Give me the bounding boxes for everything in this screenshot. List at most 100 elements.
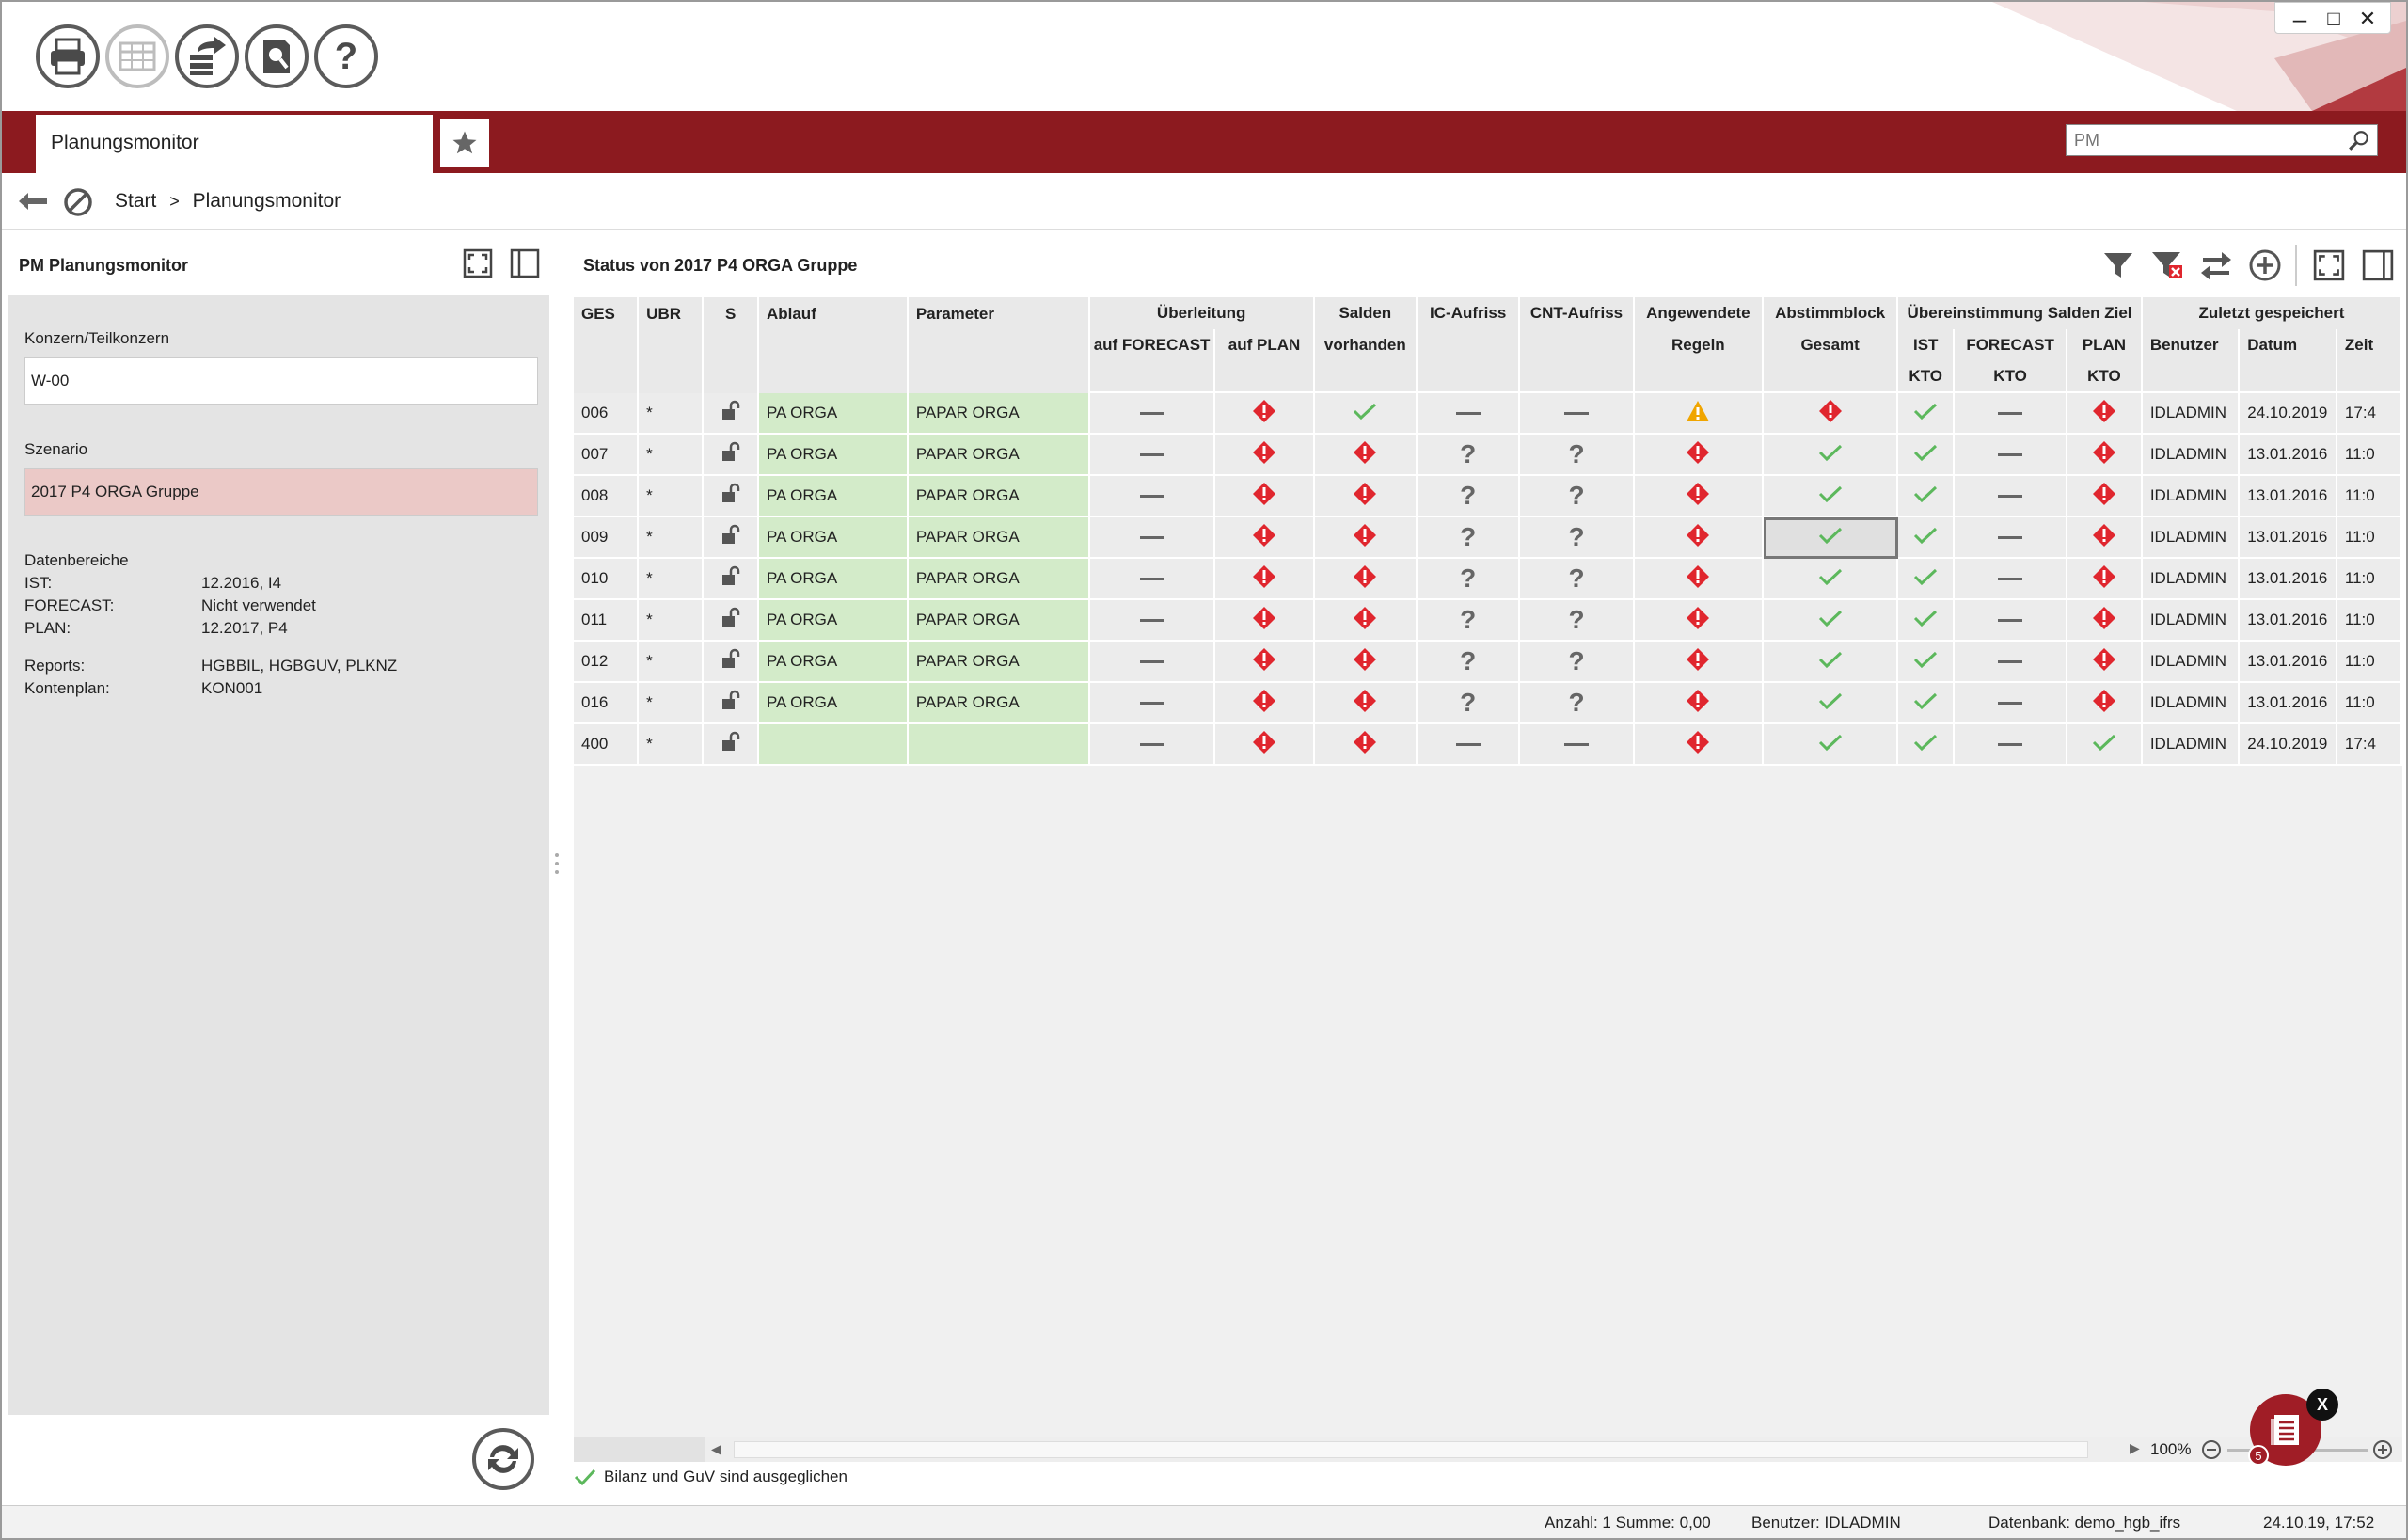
cell-ist-kto[interactable] [1898, 724, 1956, 766]
cell-ablauf[interactable]: PA ORGA [758, 393, 909, 435]
cell-parameter[interactable]: PAPAR ORGA [908, 393, 1090, 435]
col-auf-forecast[interactable]: auf FORECAST [1089, 329, 1216, 361]
cell-forecast-kto[interactable] [1955, 559, 2068, 600]
cell-ic-aufriss[interactable]: ? [1418, 600, 1521, 642]
cell-ueberleitung-plan[interactable] [1215, 600, 1315, 642]
cell-ueberleitung-forecast[interactable] [1089, 642, 1216, 683]
refresh-button[interactable] [472, 1428, 534, 1490]
cell-zeit[interactable]: 17:4 [2337, 724, 2402, 766]
cell-parameter[interactable]: PAPAR ORGA [908, 476, 1090, 517]
cell-zeit[interactable]: 11:0 [2337, 517, 2402, 559]
cell-forecast-kto[interactable] [1955, 393, 2068, 435]
cell-ic-aufriss[interactable]: ? [1418, 559, 1521, 600]
col-ist[interactable]: IST [1898, 329, 1956, 361]
cell-regeln[interactable] [1634, 559, 1764, 600]
zoom-in-icon[interactable] [2372, 1439, 2393, 1460]
cell-ic-aufriss[interactable]: ? [1418, 476, 1521, 517]
cell-plan-kto[interactable] [2067, 476, 2143, 517]
cell-ic-aufriss[interactable]: ? [1418, 642, 1521, 683]
cell-s[interactable] [704, 517, 759, 559]
table-layout-button[interactable] [105, 24, 169, 88]
cell-plan-kto[interactable] [2067, 435, 2143, 476]
cell-datum[interactable]: 13.01.2016 [2240, 600, 2337, 642]
cell-cnt-aufriss[interactable]: ? [1520, 559, 1635, 600]
cell-forecast-kto[interactable] [1955, 476, 2068, 517]
cell-parameter[interactable]: PAPAR ORGA [908, 435, 1090, 476]
cell-datum[interactable]: 13.01.2016 [2240, 517, 2337, 559]
cell-benutzer[interactable]: IDLADMIN [2142, 683, 2241, 724]
col-zuletzt[interactable]: Zuletzt gespeichert [2142, 297, 2402, 329]
cell-benutzer[interactable]: IDLADMIN [2142, 435, 2241, 476]
cell-salden[interactable] [1314, 559, 1418, 600]
cell-benutzer[interactable]: IDLADMIN [2142, 600, 2241, 642]
cell-plan-kto[interactable] [2067, 600, 2143, 642]
cell-plan-kto[interactable] [2067, 724, 2143, 766]
cell-ges[interactable]: 008 [574, 476, 640, 517]
expand-grid-button[interactable] [2310, 246, 2348, 284]
panel-splitter[interactable] [555, 849, 561, 886]
cell-salden[interactable] [1314, 642, 1418, 683]
cell-gesamt[interactable] [1763, 642, 1899, 683]
cell-parameter[interactable] [908, 724, 1090, 766]
cell-parameter[interactable]: PAPAR ORGA [908, 600, 1090, 642]
cell-ablauf[interactable]: PA ORGA [758, 683, 909, 724]
cell-gesamt[interactable] [1763, 683, 1899, 724]
cell-benutzer[interactable]: IDLADMIN [2142, 476, 2241, 517]
scroll-right-icon[interactable]: ▶ [2130, 1440, 2140, 1455]
szenario-field[interactable]: 2017 P4 ORGA Gruppe [24, 468, 538, 516]
cell-ubr[interactable]: * [639, 435, 705, 476]
cell-datum[interactable]: 24.10.2019 [2240, 724, 2337, 766]
expand-icon[interactable] [463, 248, 493, 278]
cell-zeit[interactable]: 11:0 [2337, 476, 2402, 517]
cell-ueberleitung-plan[interactable] [1215, 476, 1315, 517]
cell-forecast-kto[interactable] [1955, 600, 2068, 642]
cell-salden[interactable] [1314, 724, 1418, 766]
export-button[interactable] [175, 24, 239, 88]
cell-ablauf[interactable]: PA ORGA [758, 642, 909, 683]
zoom-out-icon[interactable] [2201, 1439, 2222, 1460]
cell-cnt-aufriss[interactable] [1520, 393, 1635, 435]
cell-benutzer[interactable]: IDLADMIN [2142, 517, 2241, 559]
cell-ubr[interactable]: * [639, 559, 705, 600]
cell-gesamt[interactable] [1763, 600, 1899, 642]
cell-s[interactable] [704, 724, 759, 766]
cell-ic-aufriss[interactable] [1418, 724, 1521, 766]
cell-ueberleitung-forecast[interactable] [1089, 724, 1216, 766]
print-button[interactable] [36, 24, 100, 88]
cell-ueberleitung-forecast[interactable] [1089, 559, 1216, 600]
cell-cnt-aufriss[interactable]: ? [1520, 683, 1635, 724]
cell-regeln[interactable] [1634, 393, 1764, 435]
cell-ubr[interactable]: * [639, 724, 705, 766]
cell-zeit[interactable]: 11:0 [2337, 435, 2402, 476]
scrollbar-track[interactable] [734, 1441, 2088, 1458]
col-ueberleitung[interactable]: Überleitung [1089, 297, 1315, 329]
cell-forecast-kto[interactable] [1955, 517, 2068, 559]
table-row[interactable]: 011 * PA ORGA PAPAR ORGA?? IDLADMIN 13.01.201… [574, 600, 2402, 642]
table-row[interactable]: 012 * PA ORGA PAPAR ORGA?? IDLADMIN 13.01.201… [574, 642, 2402, 683]
grid-panel-toggle-button[interactable] [2359, 246, 2397, 284]
sync-button[interactable] [2197, 246, 2235, 284]
cell-ist-kto[interactable] [1898, 393, 1956, 435]
cell-salden[interactable] [1314, 476, 1418, 517]
cell-ablauf[interactable]: PA ORGA [758, 559, 909, 600]
col-ubr[interactable]: UBR [639, 297, 705, 393]
cell-forecast-kto[interactable] [1955, 683, 2068, 724]
cell-ablauf[interactable]: PA ORGA [758, 600, 909, 642]
col-uebereinstimmung[interactable]: Übereinstimmung Salden Ziel [1898, 297, 2143, 329]
cell-salden[interactable] [1314, 683, 1418, 724]
col-vorhanden[interactable]: vorhanden [1314, 329, 1418, 361]
cell-ist-kto[interactable] [1898, 559, 1956, 600]
table-row[interactable]: 006 * PA ORGA PAPAR ORGA IDLADMIN 24.10.2019 1… [574, 393, 2402, 435]
help-button[interactable]: ? [314, 24, 378, 88]
col-s[interactable]: S [704, 297, 759, 393]
cell-s[interactable] [704, 642, 759, 683]
cell-ges[interactable]: 012 [574, 642, 640, 683]
cell-plan-kto[interactable] [2067, 559, 2143, 600]
close-window-button[interactable]: ✕ [2358, 7, 2377, 30]
cell-benutzer[interactable]: IDLADMIN [2142, 559, 2241, 600]
cell-parameter[interactable]: PAPAR ORGA [908, 517, 1090, 559]
cell-ges[interactable]: 006 [574, 393, 640, 435]
cell-regeln[interactable] [1634, 435, 1764, 476]
cell-ueberleitung-forecast[interactable] [1089, 393, 1216, 435]
filter-button[interactable] [2099, 246, 2137, 284]
